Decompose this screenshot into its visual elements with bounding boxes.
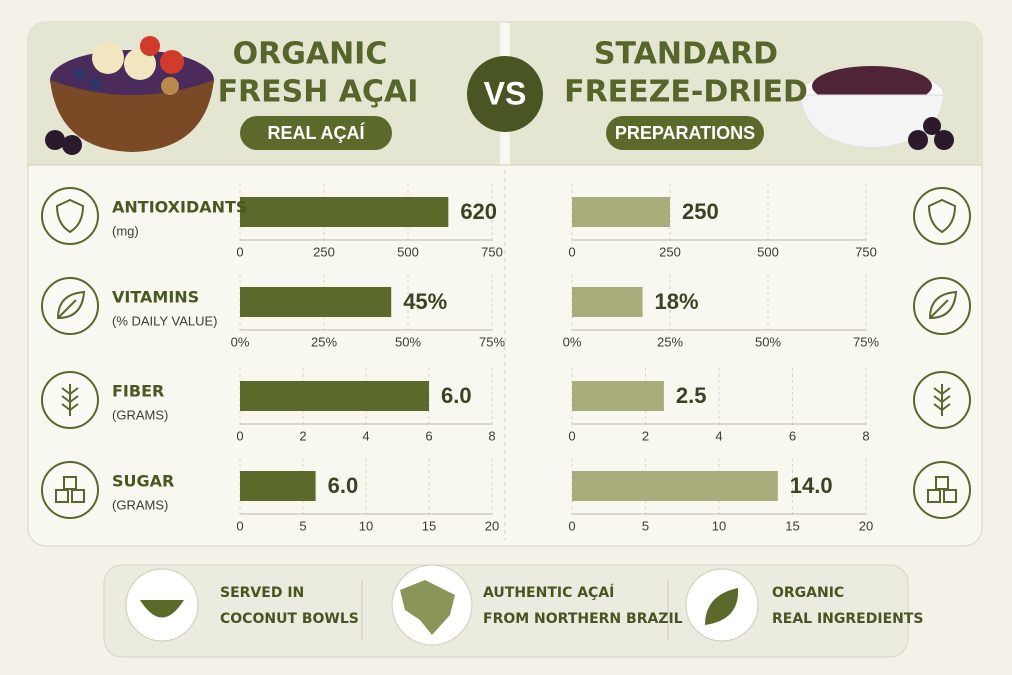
icon bbox=[928, 290, 958, 320]
footer-text: COCONUT BOWLS bbox=[220, 611, 359, 627]
x-tick-label: 750 bbox=[481, 244, 503, 259]
bar bbox=[240, 381, 429, 411]
value-label: 250 bbox=[682, 199, 719, 224]
x-tick-label: 25% bbox=[311, 334, 337, 349]
footer-text: AUTHENTIC AÇAÍ bbox=[483, 584, 614, 601]
footer-text: FROM NORTHERN BRAZIL bbox=[483, 611, 683, 627]
right-badge-text: PREPARATIONS bbox=[615, 123, 755, 143]
x-tick-label: 6 bbox=[425, 428, 432, 443]
x-tick-label: 75% bbox=[853, 334, 879, 349]
x-tick-label: 500 bbox=[397, 244, 419, 259]
x-tick-label: 25% bbox=[657, 334, 683, 349]
metric-title: ANTIOXIDANTS bbox=[112, 198, 247, 217]
metric-unit: (mg) bbox=[112, 223, 139, 238]
bar bbox=[572, 471, 778, 501]
x-tick-label: 2 bbox=[299, 428, 306, 443]
footer-text: REAL INGREDIENTS bbox=[772, 611, 923, 627]
x-tick-label: 10 bbox=[359, 518, 373, 533]
vs-badge bbox=[467, 56, 543, 132]
right-badge bbox=[606, 116, 764, 150]
icon bbox=[55, 198, 85, 234]
value-label: 2.5 bbox=[676, 383, 707, 408]
x-tick-label: 75% bbox=[479, 334, 505, 349]
x-tick-label: 0 bbox=[568, 518, 575, 533]
x-tick-label: 250 bbox=[659, 244, 681, 259]
footer-text: ORGANIC bbox=[772, 585, 844, 601]
metric-unit: (GRAMS) bbox=[112, 407, 168, 422]
bar bbox=[240, 197, 449, 227]
x-tick-label: 0 bbox=[236, 244, 243, 259]
value-label: 14.0 bbox=[790, 473, 833, 498]
icon bbox=[56, 290, 86, 320]
x-tick-label: 5 bbox=[299, 518, 306, 533]
footer-text: SERVED IN bbox=[220, 585, 304, 601]
x-tick-label: 10 bbox=[712, 518, 726, 533]
x-tick-label: 20 bbox=[485, 518, 499, 533]
x-tick-label: 0 bbox=[236, 518, 243, 533]
x-tick-label: 4 bbox=[715, 428, 722, 443]
icon bbox=[913, 187, 971, 245]
metric-title: FIBER bbox=[112, 382, 164, 401]
icon bbox=[927, 198, 957, 234]
x-tick-label: 500 bbox=[757, 244, 779, 259]
icon bbox=[933, 384, 951, 416]
x-tick-label: 15 bbox=[422, 518, 436, 533]
metric-title: VITAMINS bbox=[112, 288, 199, 307]
x-tick-label: 750 bbox=[855, 244, 877, 259]
x-tick-label: 250 bbox=[313, 244, 335, 259]
acai-bowl-image bbox=[45, 36, 214, 155]
bar bbox=[572, 381, 664, 411]
value-label: 620 bbox=[460, 199, 497, 224]
icon bbox=[55, 476, 85, 503]
icon bbox=[705, 588, 739, 625]
bar bbox=[572, 287, 643, 317]
powder-bowl-image bbox=[799, 66, 954, 150]
x-tick-label: 0% bbox=[563, 334, 582, 349]
x-tick-label: 0 bbox=[236, 428, 243, 443]
right-title: FREEZE-DRIED bbox=[564, 75, 808, 110]
value-label: 18% bbox=[655, 289, 699, 314]
x-tick-label: 8 bbox=[862, 428, 869, 443]
x-tick-label: 4 bbox=[362, 428, 369, 443]
bar bbox=[240, 471, 316, 501]
x-tick-label: 2 bbox=[642, 428, 649, 443]
metric-unit: (GRAMS) bbox=[112, 497, 168, 512]
bar bbox=[572, 197, 670, 227]
value-label: 6.0 bbox=[441, 383, 472, 408]
icon bbox=[61, 384, 79, 416]
x-tick-label: 0% bbox=[231, 334, 250, 349]
metric-title: SUGAR bbox=[112, 472, 174, 491]
x-tick-label: 50% bbox=[395, 334, 421, 349]
icon bbox=[400, 580, 455, 635]
x-tick-label: 50% bbox=[755, 334, 781, 349]
x-tick-label: 15 bbox=[785, 518, 799, 533]
left-badge bbox=[240, 116, 392, 150]
bar bbox=[240, 287, 392, 317]
x-tick-label: 20 bbox=[859, 518, 873, 533]
left-title: ORGANIC bbox=[233, 37, 388, 72]
x-tick-label: 5 bbox=[642, 518, 649, 533]
icon bbox=[41, 187, 99, 245]
x-tick-label: 0 bbox=[568, 244, 575, 259]
value-label: 6.0 bbox=[328, 473, 359, 498]
right-title: STANDARD bbox=[594, 37, 778, 72]
icon bbox=[140, 600, 184, 618]
left-badge-text: REAL AÇAÍ bbox=[267, 122, 365, 143]
x-tick-label: 0 bbox=[568, 428, 575, 443]
x-tick-label: 8 bbox=[488, 428, 495, 443]
x-tick-label: 6 bbox=[789, 428, 796, 443]
value-label: 45% bbox=[403, 289, 447, 314]
left-title: FRESH AÇAI bbox=[218, 75, 419, 110]
vs-text: VS bbox=[484, 75, 527, 111]
metric-unit: (% DAILY VALUE) bbox=[112, 313, 217, 328]
icon bbox=[927, 476, 957, 503]
